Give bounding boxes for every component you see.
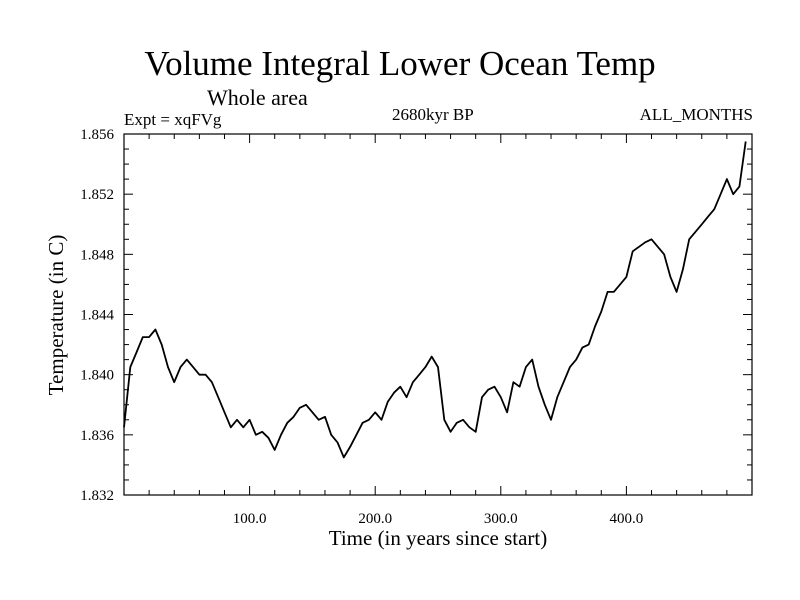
x-axis-label: Time (in years since start): [329, 526, 548, 550]
x-tick-label: 100.0: [233, 511, 267, 527]
chart-subtitle: Whole area: [207, 85, 308, 110]
chart-title: Volume Integral Lower Ocean Temp: [144, 44, 656, 83]
y-tick-label: 1.832: [80, 488, 114, 504]
months-label: ALL_MONTHS: [639, 105, 753, 124]
axis-ticks: [124, 133, 752, 496]
y-tick-label: 1.840: [80, 368, 114, 384]
y-axis-label: Temperature (in C): [44, 235, 68, 396]
x-tick-label: 400.0: [610, 511, 644, 527]
x-tick-label: 300.0: [484, 511, 518, 527]
y-tick-label: 1.844: [80, 308, 114, 324]
tick-labels: 100.0 200.0 300.0 400.0 1.832 1.836 1.840 1.844…: [80, 127, 643, 527]
series-line: [123, 141, 747, 459]
experiment-label: Expt = xqFVg: [124, 110, 222, 129]
plot-frame: [123, 133, 753, 496]
y-tick-label: 1.852: [80, 187, 114, 203]
series-group: [123, 141, 747, 459]
period-label: 2680kyr BP: [392, 105, 474, 124]
y-tick-label: 1.856: [80, 127, 114, 143]
y-tick-label: 1.836: [80, 428, 114, 444]
x-tick-label: 200.0: [358, 511, 392, 527]
y-tick-label: 1.848: [80, 247, 114, 263]
